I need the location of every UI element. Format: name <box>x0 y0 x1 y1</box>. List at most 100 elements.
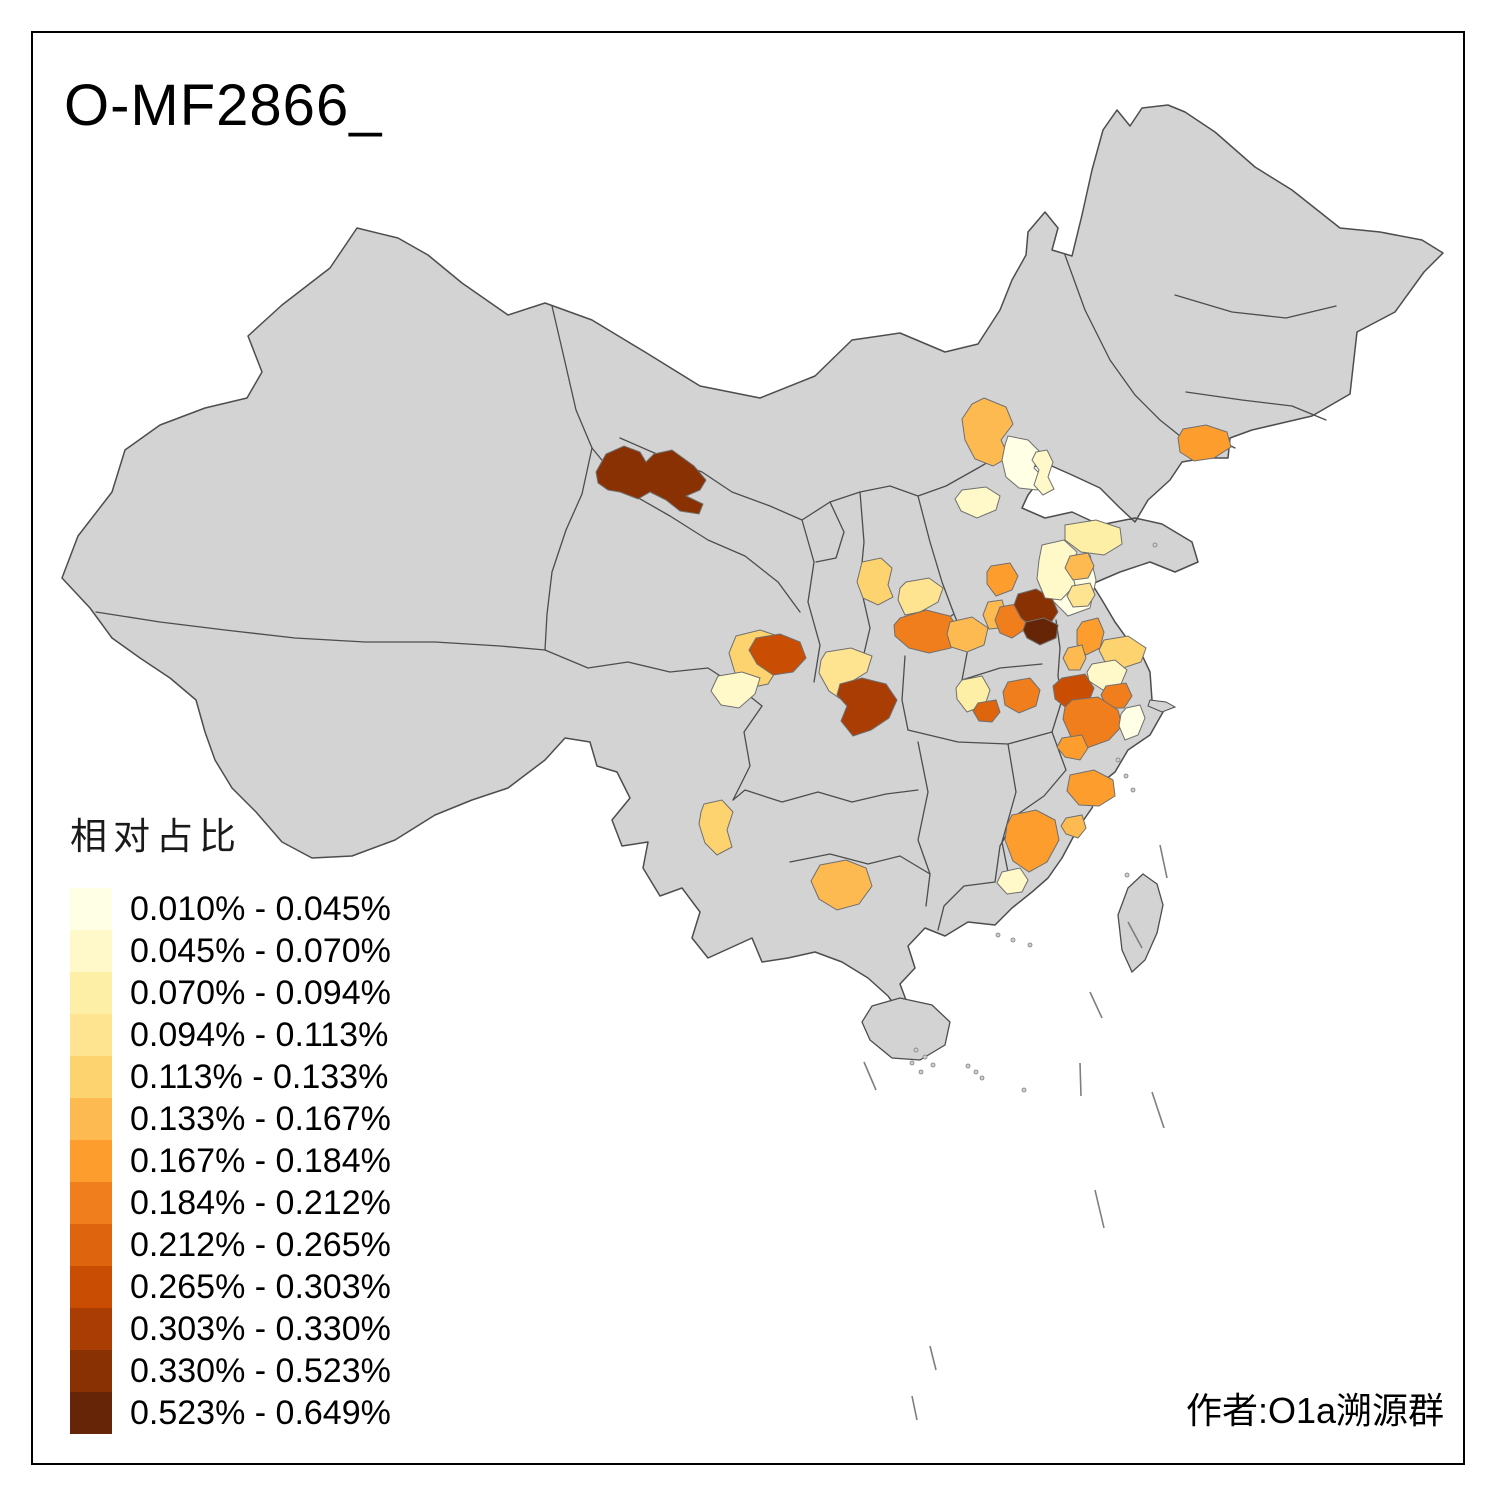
dash-segment <box>1151 1091 1165 1129</box>
islet-dot <box>1021 1087 1027 1093</box>
legend-label: 0.184% - 0.212% <box>130 1183 391 1222</box>
legend-row: 0.184% - 0.212% <box>70 1182 391 1224</box>
map-region <box>748 633 807 676</box>
map-region <box>954 486 1001 519</box>
map-region <box>1004 809 1060 873</box>
legend-swatch <box>70 1350 112 1392</box>
islet-dot <box>1027 942 1033 948</box>
legend-swatch <box>70 972 112 1014</box>
legend-label: 0.113% - 0.133% <box>130 1057 389 1096</box>
map-region <box>972 699 1001 723</box>
attribution-text: 作者:O1a溯源群 <box>1185 1390 1444 1431</box>
legend-label: 0.212% - 0.265% <box>130 1225 391 1264</box>
map-region <box>698 799 734 856</box>
islet-dot <box>918 1069 924 1075</box>
legend-swatch <box>70 1098 112 1140</box>
map-region <box>1022 617 1059 646</box>
map-region <box>1098 635 1147 669</box>
chongming-island <box>1147 699 1177 713</box>
map-region <box>1062 644 1087 671</box>
legend-label: 0.523% - 0.649% <box>130 1393 391 1432</box>
sea-islets <box>909 542 1158 1093</box>
islet-dot <box>973 1069 979 1075</box>
islet-dot <box>913 1047 919 1053</box>
hainan-island <box>861 997 951 1061</box>
legend-row: 0.303% - 0.330% <box>70 1308 391 1350</box>
page-title: O-MF2866_ <box>64 73 383 138</box>
legend-row: 0.045% - 0.070% <box>70 930 391 972</box>
legend-swatch <box>70 1014 112 1056</box>
legend-label: 0.133% - 0.167% <box>130 1099 391 1138</box>
map-region <box>1066 769 1116 807</box>
legend-label: 0.070% - 0.094% <box>130 973 391 1012</box>
map-region <box>1060 814 1087 839</box>
map-region <box>1036 539 1078 601</box>
islet-dot <box>1010 937 1016 943</box>
map-region <box>893 609 960 654</box>
dash-segment <box>863 1061 877 1091</box>
legend-row: 0.010% - 0.045% <box>70 888 391 930</box>
map-region <box>1064 552 1095 581</box>
map-region <box>1177 424 1232 462</box>
legend-swatch <box>70 1182 112 1224</box>
islet-dot <box>1152 542 1158 548</box>
islet-dot <box>909 1060 915 1066</box>
legend-label: 0.010% - 0.045% <box>130 889 391 928</box>
map-region <box>1076 617 1105 656</box>
legend-row: 0.070% - 0.094% <box>70 972 391 1014</box>
legend-label: 0.265% - 0.303% <box>130 1267 391 1306</box>
nine-dash-line <box>863 844 1168 1421</box>
legend-row: 0.133% - 0.167% <box>70 1098 391 1140</box>
map-region <box>996 867 1029 895</box>
legend-row: 0.523% - 0.649% <box>70 1392 391 1434</box>
islet-dot <box>995 932 1001 938</box>
map-region <box>1100 682 1133 709</box>
legend-label: 0.303% - 0.330% <box>130 1309 391 1348</box>
legend-row: 0.113% - 0.133% <box>70 1056 391 1098</box>
legend-swatch <box>70 1056 112 1098</box>
map-region <box>1056 734 1089 761</box>
legend-label: 0.330% - 0.523% <box>130 1351 391 1390</box>
dash-segment <box>1094 1189 1105 1229</box>
islet-dot <box>1123 773 1129 779</box>
map-region <box>856 557 894 606</box>
legend-row: 0.330% - 0.523% <box>70 1350 391 1392</box>
legend-row: 0.265% - 0.303% <box>70 1266 391 1308</box>
map-region <box>946 616 989 653</box>
dash-segment <box>1079 1062 1082 1097</box>
legend: 相对占比 0.010% - 0.045% 0.045% - 0.070% 0.070… <box>70 806 391 1434</box>
legend-row: 0.167% - 0.184% <box>70 1140 391 1182</box>
islet-dot <box>1130 787 1136 793</box>
islet-dot <box>922 1054 928 1060</box>
islet-dot <box>1124 872 1130 878</box>
legend-swatch <box>70 930 112 972</box>
islet-dot <box>965 1063 971 1069</box>
legend-label: 0.167% - 0.184% <box>130 1141 391 1180</box>
legend-swatch <box>70 1308 112 1350</box>
legend-label: 0.045% - 0.070% <box>130 931 391 970</box>
map-region <box>1001 435 1045 491</box>
taiwan-island <box>1117 873 1164 974</box>
dash-segment <box>929 1345 937 1371</box>
legend-row: 0.212% - 0.265% <box>70 1224 391 1266</box>
legend-title: 相对占比 <box>70 816 242 857</box>
map-region <box>1064 519 1123 556</box>
dash-segment <box>911 1395 918 1421</box>
legend-swatch <box>70 1392 112 1434</box>
legend-row: 0.094% - 0.113% <box>70 1014 391 1056</box>
map-region <box>1118 704 1146 741</box>
map-region <box>986 562 1019 597</box>
legend-swatch <box>70 888 112 930</box>
legend-swatch <box>70 1266 112 1308</box>
legend-label: 0.094% - 0.113% <box>130 1015 389 1054</box>
islet-dot <box>1115 757 1121 763</box>
map-region <box>710 671 761 709</box>
choropleth-regions <box>595 397 1232 911</box>
legend-swatch <box>70 1224 112 1266</box>
map-region <box>1066 582 1096 608</box>
map-region <box>836 677 898 737</box>
dash-segment <box>1159 844 1168 879</box>
islet-dot <box>979 1075 985 1081</box>
